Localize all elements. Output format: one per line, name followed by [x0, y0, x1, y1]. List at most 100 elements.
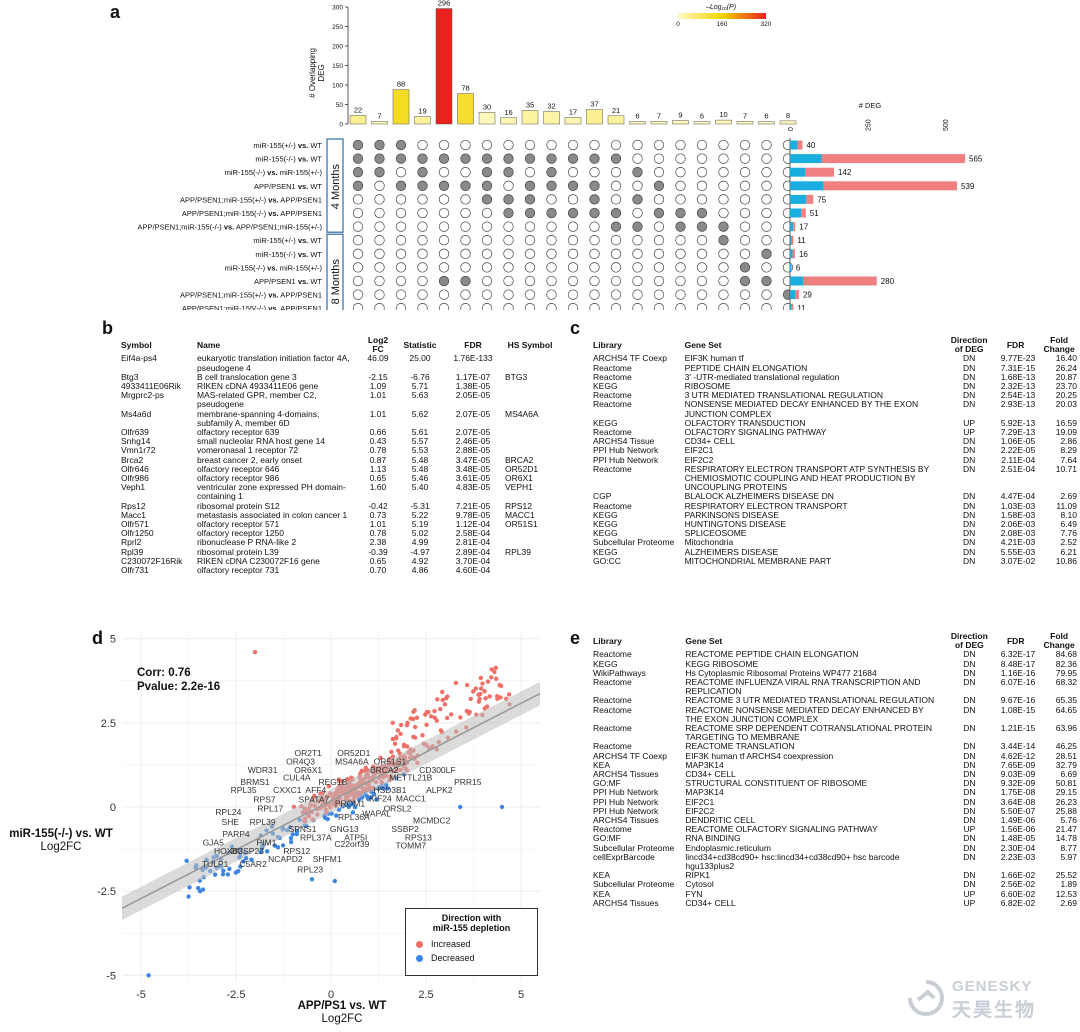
matrix-dot-empty [610, 262, 622, 273]
matrix-dot-empty [632, 303, 643, 310]
intersection-bar-label: 6 [635, 112, 639, 121]
matrix-dot-empty [567, 275, 579, 287]
panel_e-table-cell: ARCHS4 Tissues [593, 769, 659, 780]
point-increased [440, 689, 445, 695]
panel_c-table-row: CGP BLALOCK ALZHEIMERS DISEASE DN DN 4.47E-… [590, 492, 1080, 501]
matrix-dot-empty [460, 235, 471, 246]
comparison-label-part: APP/PSEN1 [279, 195, 322, 204]
matrix-dot-empty [739, 289, 751, 300]
panel_e-table-row: Subcellular Proteome Endoplasmic.reticulu… [590, 842, 1080, 853]
panel_b-table-cell: 0.70 [369, 565, 387, 576]
panel_e-table-cell: REACTOME TRANSLATION [685, 741, 795, 752]
panel_b-table-cell: 1.01 [369, 408, 387, 419]
matrix-dot-empty [610, 275, 622, 287]
comparison-label-vs: vs. [267, 263, 277, 272]
matrix-dot-empty [567, 303, 579, 310]
panel_b-table-row: Olfr646 olfactory receptor 646 1.13 5.48 3.4… [118, 464, 558, 474]
panel_e-table-cell: Subcellular Proteome [593, 842, 675, 853]
matrix-dot-empty [395, 167, 407, 178]
matrix-dot-empty [481, 221, 493, 232]
matrix-dot-filled [503, 207, 514, 219]
matrix-dot-filled [546, 153, 557, 164]
panel_c-table-cell: PPI Hub Network [593, 454, 659, 465]
matrix-dot-empty [567, 235, 579, 246]
matrix-dot-filled [589, 194, 600, 205]
panel_b-table-cell: 5.71 [411, 381, 429, 392]
panel_b-table-cell: 5.57 [411, 436, 429, 447]
point-decreased [288, 835, 294, 841]
panel_e-table-cell: Cytosol [685, 879, 714, 890]
matrix-dot-empty [352, 289, 364, 300]
matrix-dot-filled [524, 180, 536, 191]
panel_b-table-cell: MACC1 [505, 509, 535, 520]
matrix-dot-filled [739, 275, 751, 287]
panel_e-table-cell: PPI Hub Network [593, 787, 659, 798]
ndeg-bar-down [797, 140, 803, 150]
comparison-label-vs: vs. [298, 182, 308, 191]
point-decreased [280, 843, 286, 848]
matrix-dot-empty [481, 262, 493, 273]
matrix-dot-empty [546, 262, 557, 273]
panel_b-table-cell: 4.92 [411, 555, 429, 566]
panel_b-table-cell: 5.46 [411, 473, 429, 484]
colorbar-tick-label: 160 [717, 21, 728, 28]
panel_c-table-row: Subcellular Proteome Mitochondria DN 4.21E-… [590, 538, 1080, 547]
panel_e-table-cell: Reactome [593, 723, 632, 734]
panel_c-table-column-header: Library [593, 339, 622, 350]
panel_b-table-cell: VEPH1 [505, 482, 533, 493]
matrix-dot-empty [589, 235, 600, 246]
intersection-bar [672, 120, 689, 125]
corr-text: Corr: 0.76 [137, 667, 191, 679]
matrix-dot-empty [675, 262, 686, 273]
matrix-dot-empty [718, 275, 729, 287]
panel_e-table-cell: 2.30E-04 [1000, 842, 1036, 853]
panel_c-table-cell: 5.55E-03 [1000, 546, 1036, 557]
intersection-bar-label: 78 [461, 84, 469, 93]
matrix-dot-empty [761, 167, 772, 178]
comparison-label-part: WT [308, 236, 322, 245]
gene-label: RPL17 [257, 804, 283, 814]
matrix-dot-empty [524, 262, 536, 273]
point-increased [432, 708, 437, 714]
matrix-dot-empty [503, 235, 514, 246]
panel_b-table-cell: 5.53 [411, 445, 429, 456]
matrix-dot-filled [503, 194, 514, 205]
intersection-bar [779, 120, 797, 125]
gene-label: CXXC1 [273, 785, 302, 795]
panel_b-table-cell: Veph1 [121, 482, 146, 493]
matrix-dot-empty [460, 194, 471, 205]
panel_c-table-cell: NONSENSE MEDIATED DECAY ENHANCED BY THE … [684, 399, 919, 419]
gene-label: RPS7 [253, 795, 275, 805]
matrix-dot-empty [546, 289, 557, 300]
point-decreased [334, 813, 339, 818]
panel_e-table-cell: REACTOME SRP DEPENDENT COTRANSLATIONAL P… [685, 723, 932, 743]
point-increased [464, 682, 470, 688]
ndeg-bar-up [790, 222, 794, 232]
matrix-dot-empty [718, 153, 729, 164]
matrix-dot-empty [739, 235, 751, 246]
gene-label: C5AR2 [239, 859, 267, 869]
panel_b-table-cell: 3.61E-05 [455, 473, 491, 484]
matrix-dot-filled [503, 153, 514, 164]
point-increased [483, 696, 488, 701]
matrix-dot-empty [718, 289, 729, 300]
panel_c-table-cell: HUNTINGTONS DISEASE [684, 519, 786, 530]
panel_c-table-cell: 4.47E-04 [1000, 491, 1036, 502]
panel_b-table-row: Mrgprc2-ps MAS-related GPR, member C2, ps… [118, 391, 558, 410]
panel_b-table-cell: 0.87 [369, 454, 387, 465]
panel_c-table-cell: ARCHS4 Tissue [593, 436, 655, 447]
matrix-dot-empty [374, 180, 385, 191]
panel_b-table-cell: 4.99 [411, 537, 429, 548]
point-increased [412, 735, 418, 740]
matrix-dot-empty [374, 289, 385, 300]
gene-label: SSBP2 [391, 824, 419, 834]
point-increased [493, 665, 499, 671]
matrix-dot-empty [417, 303, 428, 310]
panel_b-table-cell: ribosomal protein S12 [197, 500, 280, 511]
panel_c-table-cell: DN [963, 454, 976, 465]
ndeg-bar-down [806, 194, 814, 204]
y-tick-label: -5 [106, 970, 116, 982]
ndeg-bar-label: 75 [817, 195, 826, 204]
matrix-dot-filled [718, 221, 729, 232]
matrix-dot-empty [481, 248, 493, 259]
